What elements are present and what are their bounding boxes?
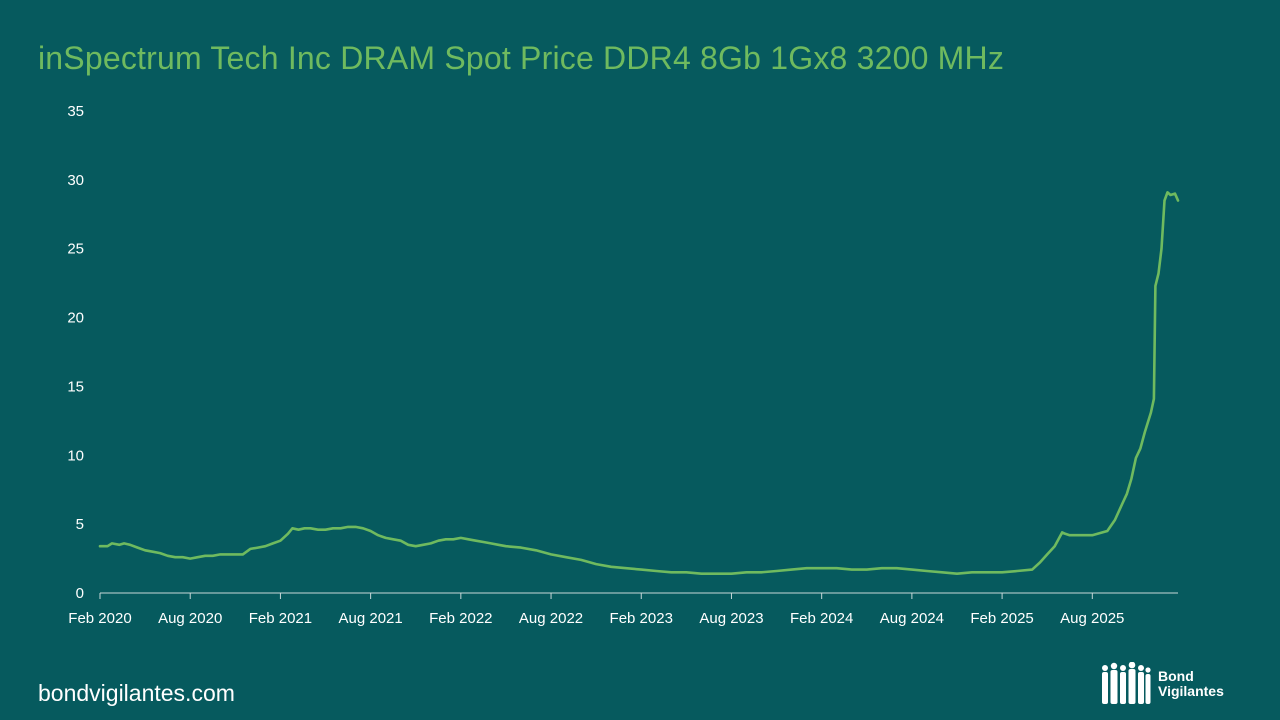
- logo-line-2: Vigilantes: [1158, 683, 1224, 699]
- x-tick-label: Aug 2021: [339, 610, 403, 627]
- x-tick-label: Aug 2020: [158, 610, 222, 627]
- chart-series: [98, 191, 1180, 576]
- y-tick-label: 35: [67, 103, 84, 120]
- y-tick-label: 25: [67, 241, 84, 258]
- people-silhouette-icon: [1102, 662, 1151, 704]
- y-tick-label: 5: [76, 516, 84, 533]
- bond-vigilantes-logo: Bond Vigilantes: [1100, 662, 1224, 706]
- x-tick-label: Feb 2021: [249, 610, 312, 627]
- footer-url[interactable]: bondvigilantes.com: [38, 680, 235, 706]
- x-tick-label: Aug 2024: [880, 610, 944, 627]
- logo-line-1: Bond: [1158, 668, 1194, 684]
- y-tick-label: 15: [67, 378, 84, 395]
- x-tick-label: Feb 2023: [610, 610, 673, 627]
- y-axis: 0 5 10 15 20 25 30 35: [67, 103, 84, 602]
- x-tick-label: Aug 2025: [1060, 610, 1124, 627]
- y-tick-label: 30: [67, 172, 84, 189]
- logo-text: Bond Vigilantes: [1158, 669, 1224, 699]
- chart-title: inSpectrum Tech Inc DRAM Spot Price DDR4…: [38, 40, 1005, 76]
- x-tick-label: Feb 2020: [68, 610, 131, 627]
- x-tick-label: Feb 2022: [429, 610, 492, 627]
- y-tick-label: 0: [76, 585, 84, 602]
- y-tick-label: 20: [67, 310, 84, 327]
- y-tick-label: 10: [67, 447, 84, 464]
- series-line: [98, 191, 1180, 576]
- x-tick-label: Aug 2023: [699, 610, 763, 627]
- x-axis: Feb 2020 Aug 2020 Feb 2021 Aug 2021 Feb 2022…: [68, 592, 1178, 627]
- x-tick-label: Aug 2022: [519, 610, 583, 627]
- x-tick-label: Feb 2024: [790, 610, 853, 627]
- x-tick-label: Feb 2025: [970, 610, 1033, 627]
